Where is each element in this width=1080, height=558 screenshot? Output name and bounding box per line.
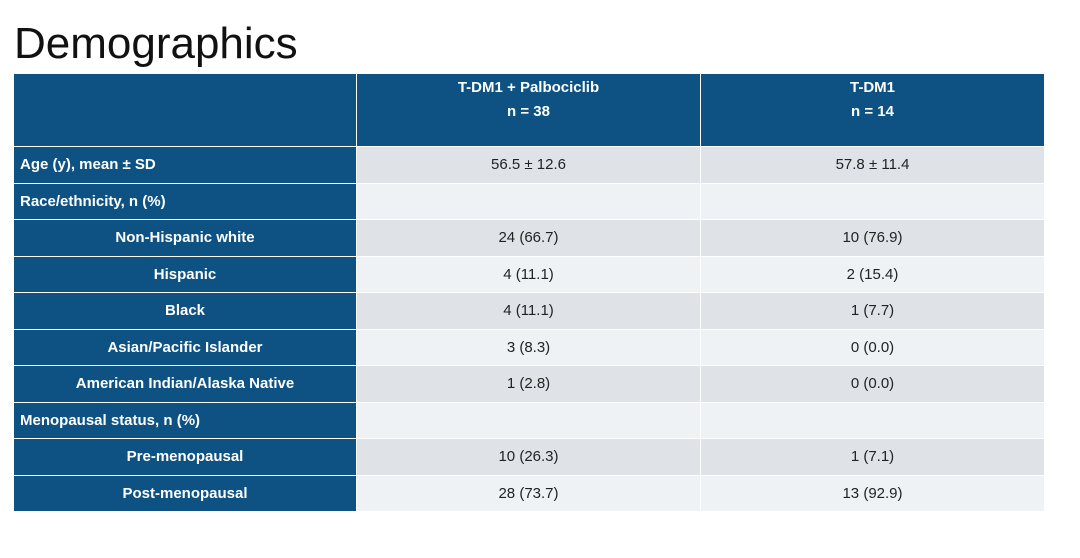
sub-row-label: Pre-menopausal bbox=[14, 439, 356, 475]
column-n: n = 38 bbox=[507, 103, 550, 120]
empty-cell bbox=[701, 402, 1044, 438]
value-cell: 1 (7.7) bbox=[701, 293, 1044, 329]
column-header: T-DM1 n = 14 bbox=[701, 74, 1044, 146]
sub-row-label: Non-Hispanic white bbox=[14, 220, 356, 256]
row-label: Menopausal status, n (%) bbox=[14, 402, 356, 438]
empty-cell bbox=[357, 402, 700, 438]
empty-cell bbox=[357, 183, 700, 219]
value-cell: 13 (92.9) bbox=[701, 475, 1044, 511]
value-cell: 0 (0.0) bbox=[701, 366, 1044, 402]
column-header: T-DM1 + Palbociclib n = 38 bbox=[357, 74, 700, 146]
value-cell: 4 (11.1) bbox=[357, 256, 700, 292]
sub-row-label: American Indian/Alaska Native bbox=[14, 366, 356, 402]
value-cell: 56.5 ± 12.6 bbox=[357, 147, 700, 183]
sub-row-label: Asian/Pacific Islander bbox=[14, 329, 356, 365]
value-cell: 57.8 ± 11.4 bbox=[701, 147, 1044, 183]
row-label: Race/ethnicity, n (%) bbox=[14, 183, 356, 219]
sub-row-label: Hispanic bbox=[14, 256, 356, 292]
sub-row-label: Black bbox=[14, 293, 356, 329]
value-cell: 3 (8.3) bbox=[357, 329, 700, 365]
sub-row-label: Post-menopausal bbox=[14, 475, 356, 511]
slide-title: Demographics bbox=[14, 19, 298, 68]
value-cell: 1 (7.1) bbox=[701, 439, 1044, 475]
value-cell: 10 (26.3) bbox=[357, 439, 700, 475]
value-cell: 2 (15.4) bbox=[701, 256, 1044, 292]
value-cell: 1 (2.8) bbox=[357, 366, 700, 402]
value-cell: 24 (66.7) bbox=[357, 220, 700, 256]
column-name: T-DM1 + Palbociclib bbox=[457, 79, 600, 96]
value-cell: 10 (76.9) bbox=[701, 220, 1044, 256]
value-cell: 28 (73.7) bbox=[357, 475, 700, 511]
column-n: n = 14 bbox=[851, 103, 894, 120]
value-cell: 4 (11.1) bbox=[357, 293, 700, 329]
column-name: T-DM1 bbox=[850, 79, 895, 96]
demographics-table: T-DM1 + Palbociclib n = 38 T-DM1 n = 14 Age … bbox=[14, 74, 1044, 511]
value-cell: 0 (0.0) bbox=[701, 329, 1044, 365]
row-label: Age (y), mean ± SD bbox=[14, 147, 356, 183]
empty-cell bbox=[701, 183, 1044, 219]
header-blank bbox=[14, 74, 356, 146]
